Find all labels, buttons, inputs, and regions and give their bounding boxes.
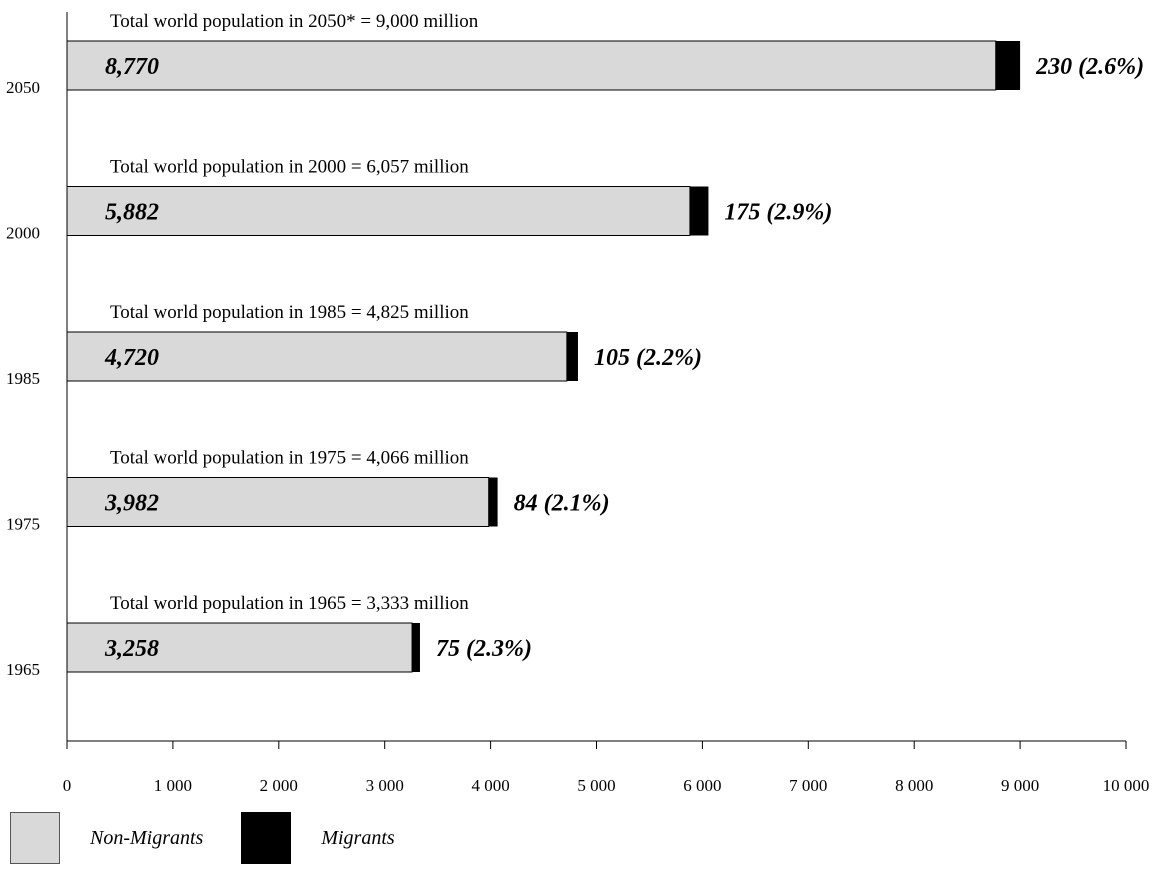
migrants-value-label: 175 (2.9%) (724, 200, 832, 226)
population-chart: 0 1 000 2 000 3 000 4 000 5 000 6 000 7 000 8 00… (6, 11, 1150, 795)
nonmigrants-value-label: 5,882 (105, 200, 159, 226)
total-population-label: Total world population in 1965 = 3,333 m… (110, 593, 469, 614)
x-tick-label: 8 000 (895, 776, 933, 795)
year-label: 1975 (6, 515, 40, 534)
legend: Non-Migrants Migrants (10, 811, 433, 865)
x-tick-label: 0 (63, 776, 72, 795)
x-tick-label: 1 000 (154, 776, 192, 795)
migrants-bar (566, 332, 578, 381)
x-tick-label: 6 000 (683, 776, 721, 795)
year-label: 1985 (6, 369, 40, 388)
migrants-value-label: 105 (2.2%) (594, 345, 702, 371)
bar-row-2050: Total world population in 2050* = 9,000 … (6, 11, 1144, 97)
bar-rows: Total world population in 2050* = 9,000 … (6, 11, 1144, 679)
nonmigrants-bar (66, 331, 568, 382)
x-tick-label: 7 000 (789, 776, 827, 795)
migrants-bar (412, 623, 420, 672)
legend-item-nonmigrants: Non-Migrants (10, 812, 203, 864)
bar-row-1965: Total world population in 1965 = 3,333 m… (6, 593, 532, 679)
total-population-label: Total world population in 2000 = 6,057 m… (110, 157, 469, 178)
nonmigrants-bar (66, 40, 997, 91)
x-axis-ticks: 0 1 000 2 000 3 000 4 000 5 000 6 000 7 000 8 00… (63, 741, 1150, 795)
total-population-label: Total world population in 1975 = 4,066 m… (110, 448, 469, 469)
x-tick-label: 9 000 (1001, 776, 1039, 795)
nonmigrants-swatch (10, 812, 60, 864)
migrants-bar (488, 477, 498, 527)
bar-row-1985: Total world population in 1985 = 4,825 m… (6, 302, 702, 388)
nonmigrants-bar (66, 186, 691, 236)
nonmigrants-bar (66, 477, 490, 527)
migrants-label: Migrants (321, 826, 395, 849)
nonmigrants-value-label: 4,720 (104, 345, 159, 371)
total-population-label: Total world population in 1985 = 4,825 m… (110, 302, 469, 323)
migrants-swatch (241, 812, 292, 864)
bar-row-1975: Total world population in 1975 = 4,066 m… (6, 448, 610, 534)
year-label: 2000 (6, 224, 40, 243)
migrants-bar (689, 186, 709, 236)
legend-item-migrants: Migrants (241, 812, 395, 864)
year-label: 2050 (6, 78, 40, 97)
bar-row-2000: Total world population in 2000 = 6,057 m… (6, 157, 832, 243)
x-tick-label: 4 000 (471, 776, 509, 795)
x-tick-label: 2 000 (260, 776, 298, 795)
nonmigrants-bar (66, 622, 413, 673)
nonmigrants-value-label: 3,982 (104, 491, 159, 517)
nonmigrants-label: Non-Migrants (90, 826, 204, 849)
nonmigrants-value-label: 8,770 (105, 54, 159, 80)
x-tick-label: 10 000 (1103, 776, 1150, 795)
migrants-value-label: 230 (2.6%) (1035, 54, 1144, 80)
nonmigrants-value-label: 3,258 (104, 636, 159, 662)
x-tick-label: 5 000 (577, 776, 615, 795)
migrants-value-label: 84 (2.1%) (514, 491, 610, 517)
total-population-label: Total world population in 2050* = 9,000 … (110, 11, 479, 32)
x-tick-label: 3 000 (366, 776, 404, 795)
migrants-bar (995, 41, 1021, 90)
migrants-value-label: 75 (2.3%) (436, 636, 532, 662)
year-label: 1965 (6, 660, 40, 679)
